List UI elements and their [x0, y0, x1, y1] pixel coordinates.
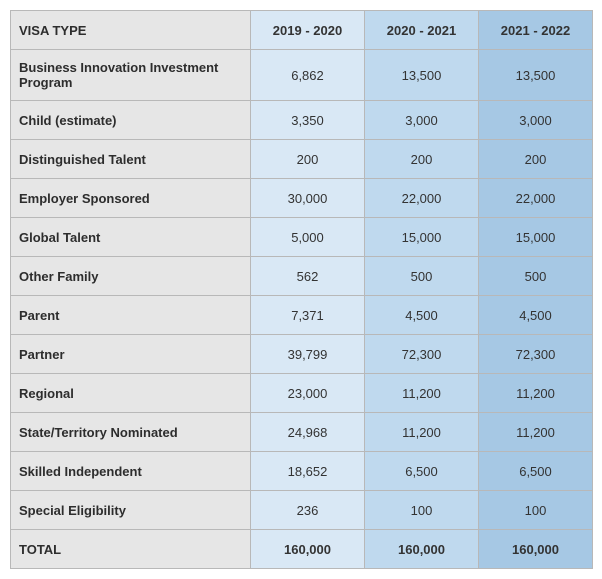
cell-value: 72,300 [479, 335, 593, 374]
cell-value: 4,500 [479, 296, 593, 335]
table-row: Parent7,3714,5004,500 [11, 296, 593, 335]
table-row: Other Family562500500 [11, 257, 593, 296]
cell-value: 200 [365, 140, 479, 179]
cell-value: 3,000 [479, 101, 593, 140]
cell-value: 13,500 [365, 50, 479, 101]
row-label: Other Family [11, 257, 251, 296]
total-value: 160,000 [251, 530, 365, 569]
cell-value: 3,350 [251, 101, 365, 140]
row-label: Special Eligibility [11, 491, 251, 530]
row-label: Employer Sponsored [11, 179, 251, 218]
cell-value: 100 [479, 491, 593, 530]
cell-value: 5,000 [251, 218, 365, 257]
cell-value: 6,862 [251, 50, 365, 101]
cell-value: 500 [365, 257, 479, 296]
cell-value: 72,300 [365, 335, 479, 374]
cell-value: 100 [365, 491, 479, 530]
table-total-row: TOTAL160,000160,000160,000 [11, 530, 593, 569]
row-label: Business Innovation Investment Program [11, 50, 251, 101]
header-col-2: 2020 - 2021 [365, 11, 479, 50]
table-header-row: VISA TYPE 2019 - 2020 2020 - 2021 2021 -… [11, 11, 593, 50]
cell-value: 6,500 [365, 452, 479, 491]
visa-table: VISA TYPE 2019 - 2020 2020 - 2021 2021 -… [10, 10, 593, 569]
cell-value: 13,500 [479, 50, 593, 101]
cell-value: 23,000 [251, 374, 365, 413]
row-label: Regional [11, 374, 251, 413]
cell-value: 7,371 [251, 296, 365, 335]
cell-value: 562 [251, 257, 365, 296]
cell-value: 15,000 [479, 218, 593, 257]
table-row: Distinguished Talent200200200 [11, 140, 593, 179]
cell-value: 24,968 [251, 413, 365, 452]
total-label: TOTAL [11, 530, 251, 569]
cell-value: 39,799 [251, 335, 365, 374]
cell-value: 3,000 [365, 101, 479, 140]
cell-value: 200 [479, 140, 593, 179]
cell-value: 11,200 [479, 374, 593, 413]
header-col-3: 2021 - 2022 [479, 11, 593, 50]
cell-value: 22,000 [479, 179, 593, 218]
total-value: 160,000 [365, 530, 479, 569]
cell-value: 6,500 [479, 452, 593, 491]
row-label: Global Talent [11, 218, 251, 257]
row-label: Distinguished Talent [11, 140, 251, 179]
cell-value: 11,200 [479, 413, 593, 452]
row-label: State/Territory Nominated [11, 413, 251, 452]
cell-value: 4,500 [365, 296, 479, 335]
cell-value: 30,000 [251, 179, 365, 218]
table-row: State/Territory Nominated24,96811,20011,… [11, 413, 593, 452]
table-row: Skilled Independent18,6526,5006,500 [11, 452, 593, 491]
table-row: Employer Sponsored30,00022,00022,000 [11, 179, 593, 218]
table-row: Regional23,00011,20011,200 [11, 374, 593, 413]
cell-value: 15,000 [365, 218, 479, 257]
table-row: Global Talent5,00015,00015,000 [11, 218, 593, 257]
cell-value: 11,200 [365, 413, 479, 452]
cell-value: 200 [251, 140, 365, 179]
cell-value: 22,000 [365, 179, 479, 218]
cell-value: 11,200 [365, 374, 479, 413]
table-row: Partner39,79972,30072,300 [11, 335, 593, 374]
header-visa-type: VISA TYPE [11, 11, 251, 50]
table-row: Business Innovation Investment Program6,… [11, 50, 593, 101]
row-label: Skilled Independent [11, 452, 251, 491]
row-label: Partner [11, 335, 251, 374]
table-row: Child (estimate)3,3503,0003,000 [11, 101, 593, 140]
cell-value: 236 [251, 491, 365, 530]
cell-value: 500 [479, 257, 593, 296]
table-row: Special Eligibility236100100 [11, 491, 593, 530]
total-value: 160,000 [479, 530, 593, 569]
header-col-1: 2019 - 2020 [251, 11, 365, 50]
cell-value: 18,652 [251, 452, 365, 491]
row-label: Child (estimate) [11, 101, 251, 140]
row-label: Parent [11, 296, 251, 335]
